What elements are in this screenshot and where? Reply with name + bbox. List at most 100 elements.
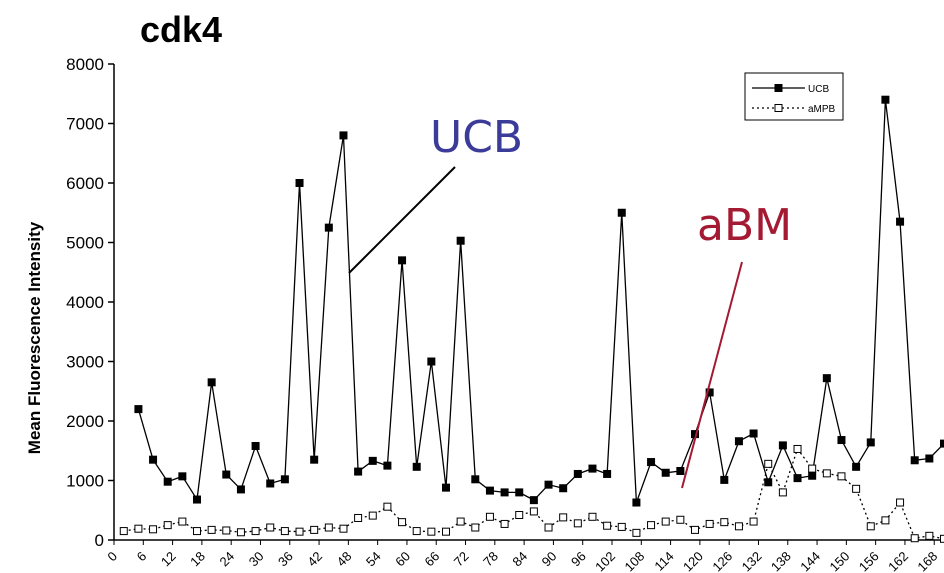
data-point [925, 454, 934, 463]
data-point [778, 441, 787, 450]
data-point [559, 513, 568, 522]
data-point [456, 517, 465, 526]
x-tick-label: 114 [651, 549, 676, 573]
data-point [442, 483, 450, 492]
data-point [193, 527, 201, 536]
x-tick-label: 84 [509, 549, 530, 570]
data-point [588, 464, 597, 473]
x-tick-label: 24 [216, 549, 237, 570]
data-point [251, 441, 260, 450]
y-axis: 0 1000 2000 3000 4000 5000 6000 7000 8000 [66, 55, 115, 550]
data-point [647, 458, 656, 467]
data-point [427, 527, 436, 536]
y-tick-label: 3000 [66, 353, 104, 372]
x-tick-label: 150 [827, 549, 853, 573]
data-point [383, 502, 392, 511]
y-tick-label: 4000 [66, 293, 104, 312]
data-point [632, 498, 641, 507]
data-point [251, 527, 260, 536]
legend: UCB aMPB [744, 72, 844, 121]
data-point [412, 462, 421, 471]
x-tick-label: 120 [680, 549, 706, 573]
legend-label-UCB: UCB [808, 84, 829, 95]
data-point [852, 484, 861, 493]
data-point [339, 524, 348, 533]
data-point [207, 525, 216, 534]
y-tick-label: 8000 [66, 55, 104, 74]
data-point [603, 469, 612, 478]
data-point [134, 524, 143, 533]
data-point [427, 357, 436, 366]
data-point [676, 515, 685, 524]
data-point [207, 378, 216, 387]
data-point [793, 474, 802, 483]
data-point [749, 429, 758, 438]
y-tick-label: 6000 [66, 174, 104, 193]
x-tick-label: 156 [856, 549, 882, 573]
data-point [910, 456, 919, 465]
data-point [720, 518, 729, 527]
data-point [705, 388, 714, 397]
data-point [368, 511, 377, 520]
data-point [178, 517, 187, 526]
legend-marker-aMPB [774, 104, 783, 112]
x-tick-label: 78 [480, 549, 501, 570]
data-point [368, 456, 377, 465]
data-point [647, 521, 656, 530]
data-point [529, 496, 538, 505]
data-point [222, 470, 231, 479]
x-axis: 0 6 12 18 24 30 36 42 48 54 60 66 72 78 84 90 96 102 108 11… [104, 539, 944, 573]
x-tick-label: 60 [392, 549, 413, 570]
x-tick-label: 6 [134, 549, 150, 565]
y-tick-label: 2000 [66, 412, 104, 431]
data-point [295, 527, 304, 536]
data-point [940, 534, 944, 543]
x-tick-label: 54 [363, 549, 384, 570]
data-point [734, 437, 743, 446]
data-point [881, 95, 890, 104]
abm-annotation: aBM [697, 200, 792, 251]
data-point [808, 464, 817, 473]
y-tick-label: 0 [95, 531, 104, 550]
data-point [837, 436, 846, 445]
x-tick-label: 108 [621, 549, 647, 573]
data-point [866, 438, 875, 447]
y-axis-label: Mean Fluorescence Intensity [25, 221, 44, 454]
data-point [119, 527, 128, 536]
data-point [705, 519, 714, 528]
data-point [471, 475, 480, 484]
y-tick-label: 7000 [66, 115, 104, 134]
data-point [896, 217, 905, 226]
data-point [485, 486, 494, 495]
legend-marker-UCB [774, 84, 783, 92]
series-aMPB [119, 444, 944, 543]
x-tick-label: 132 [739, 549, 765, 573]
x-tick-label: 138 [768, 549, 794, 573]
legend-label-aMPB: aMPB [808, 104, 836, 115]
chart-title: cdk4 [140, 9, 222, 50]
data-point [544, 523, 553, 532]
y-tick-label: 1000 [66, 472, 104, 491]
data-point [661, 468, 670, 477]
data-point [310, 455, 319, 464]
data-point [676, 466, 685, 475]
data-point [149, 455, 158, 464]
data-point [573, 469, 582, 478]
data-point [617, 522, 626, 531]
x-tick-label: 162 [885, 549, 911, 573]
data-point [412, 527, 421, 536]
data-point [354, 513, 363, 522]
data-point [500, 519, 509, 528]
data-point [354, 467, 363, 476]
x-tick-label: 126 [709, 549, 735, 573]
data-point [193, 495, 201, 504]
x-tick-label: 66 [422, 549, 443, 570]
data-point [544, 480, 553, 489]
series-UCB [134, 95, 944, 507]
data-point [925, 531, 934, 540]
data-point [515, 511, 524, 520]
data-point [910, 534, 919, 543]
data-point [295, 179, 304, 187]
abm-callout-line [681, 261, 743, 489]
